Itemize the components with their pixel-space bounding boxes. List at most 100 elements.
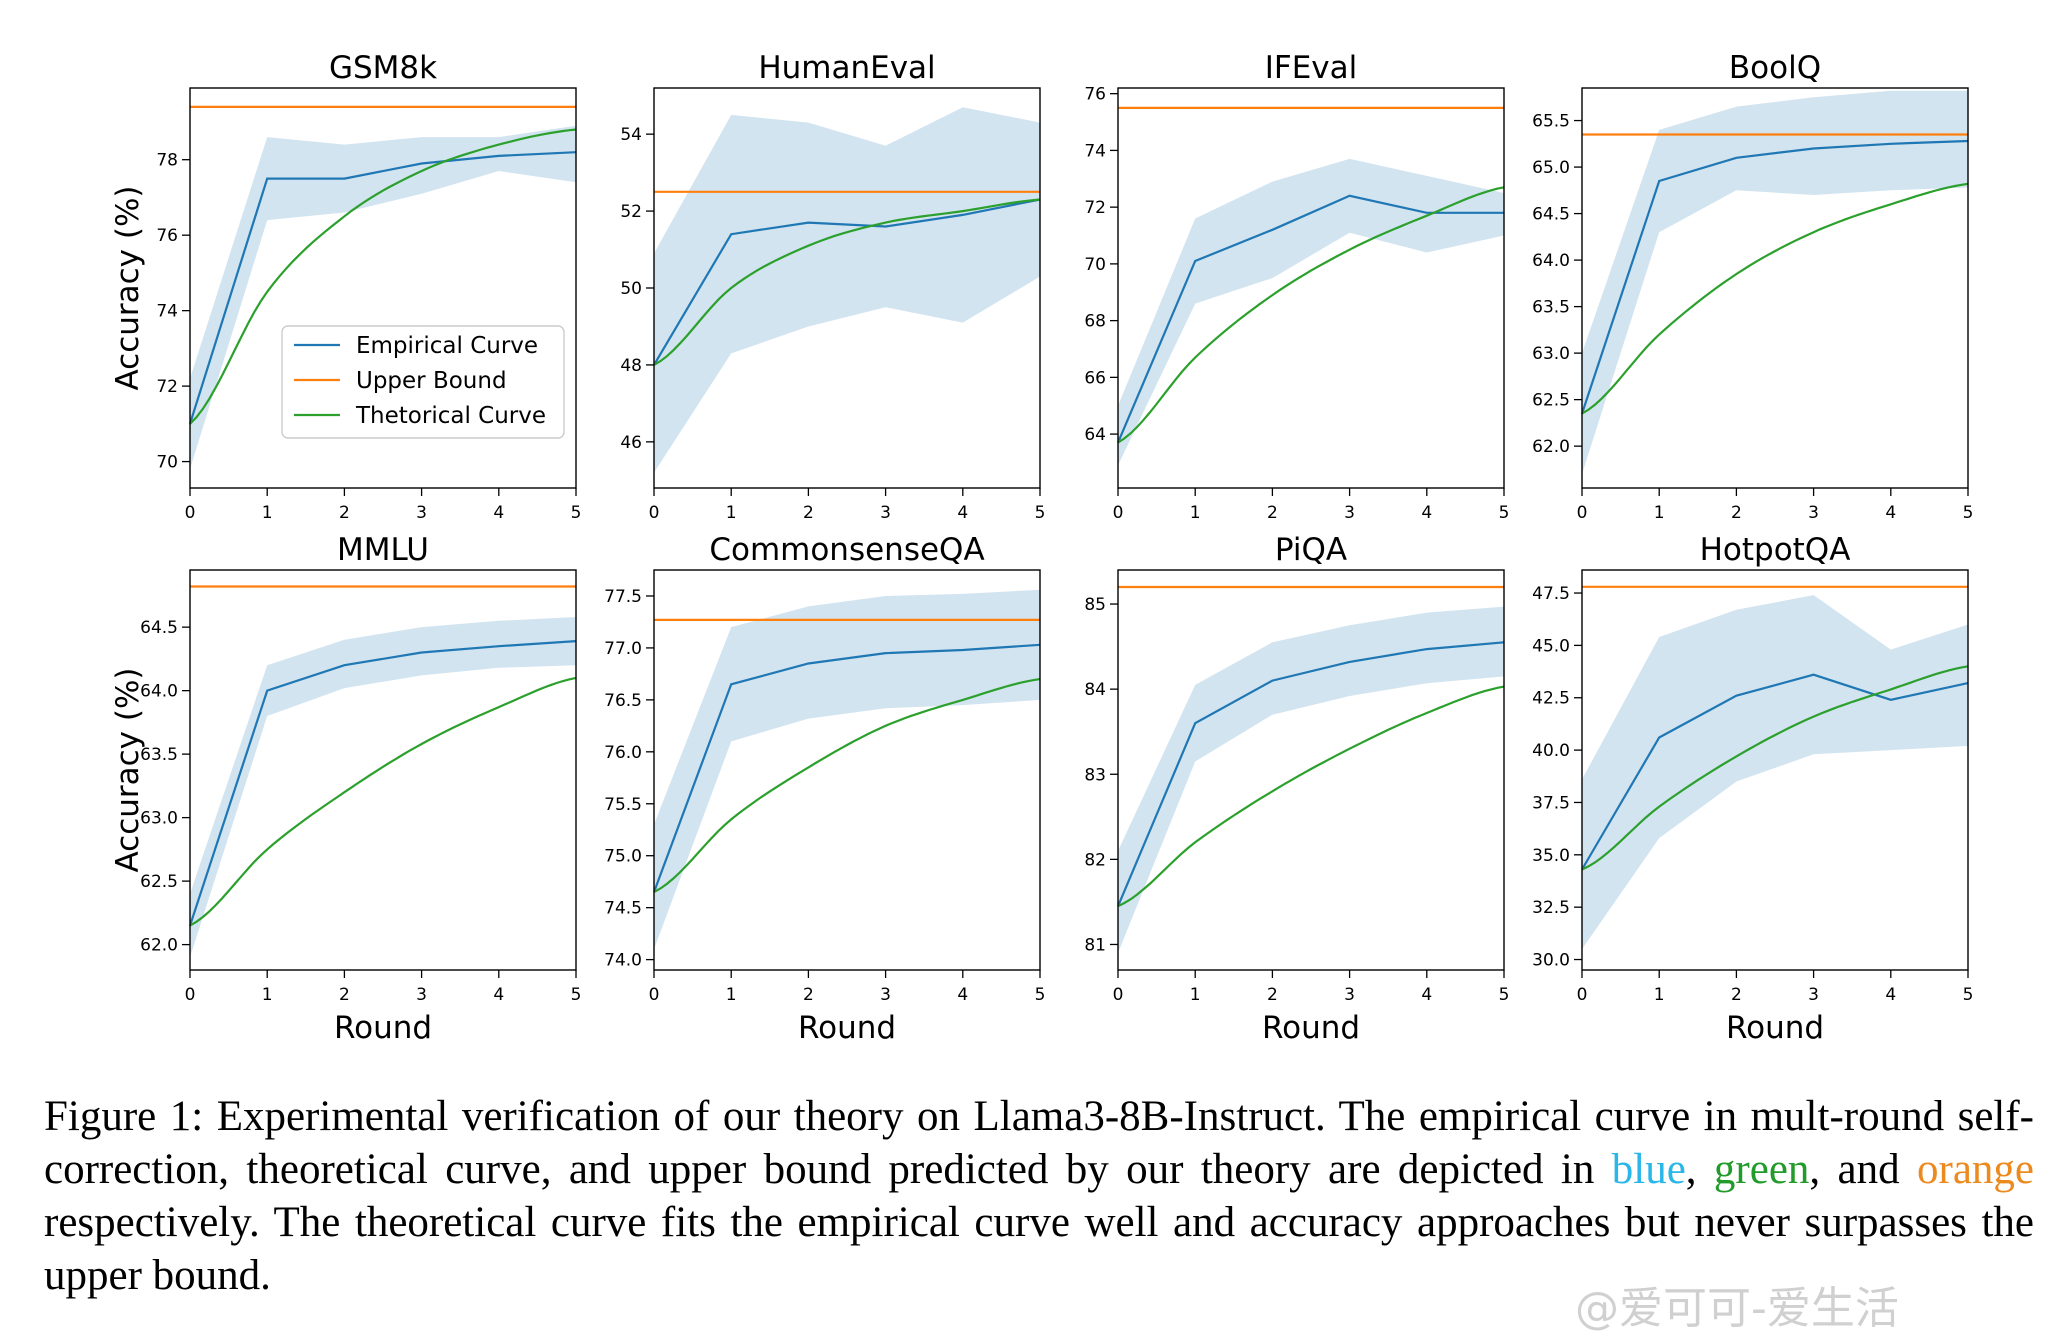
x-tick-label: 5 <box>1035 503 1046 523</box>
plot-frame <box>1581 87 1969 489</box>
x-tick-label: 1 <box>262 503 273 523</box>
x-tick-label: 3 <box>1808 985 1819 1005</box>
chart-panel-mmlu: 0 1 2 3 4 5 62.0 62.5 63.0 63.5 64.0 64.5 MMLU Round A… <box>110 532 581 1046</box>
y-tick-label: 77.0 <box>604 639 642 659</box>
y-tick-label: 81 <box>1084 935 1106 955</box>
x-tick-label: 5 <box>1499 503 1510 523</box>
empirical-curve-line <box>1116 641 1505 907</box>
y-tick-label: 76.0 <box>604 743 642 763</box>
x-tick-label: 4 <box>957 985 968 1005</box>
plot-frame <box>1117 569 1505 971</box>
theoretical-curve-line <box>653 678 1041 894</box>
theoretical-curve-line <box>1581 665 1969 871</box>
watermark-text: @爱可可-爱生活 <box>1575 1283 1899 1334</box>
theoretical-curve-line <box>653 198 1041 366</box>
theoretical-curve-line <box>1581 182 1969 415</box>
y-tick-label: 54 <box>620 125 642 145</box>
x-tick-label: 1 <box>726 503 737 523</box>
x-tick-label: 4 <box>493 503 504 523</box>
y-tick-label: 32.5 <box>1532 898 1570 918</box>
x-axis-label: Round <box>1726 1010 1824 1046</box>
y-tick-label: 47.5 <box>1532 584 1570 604</box>
y-tick-label: 84 <box>1084 680 1106 700</box>
x-tick-label: 5 <box>1499 985 1510 1005</box>
confidence-band <box>654 107 1040 473</box>
y-tick-label: 74.0 <box>604 951 642 971</box>
confidence-band <box>190 125 576 470</box>
x-tick-label: 2 <box>339 985 350 1005</box>
chart-panel-hotpotqa: 0 1 2 3 4 5 30.0 32.5 35.0 37.5 40.0 42.5 45.0 47.5 Ho… <box>1532 532 1973 1046</box>
x-tick-label: 0 <box>1577 985 1588 1005</box>
y-axis-label: Accuracy (%) <box>110 185 146 390</box>
confidence-band <box>190 617 576 958</box>
x-axis-label: Round <box>334 1010 432 1046</box>
y-tick-label: 70 <box>1084 255 1106 275</box>
plot-frame <box>189 87 577 489</box>
x-tick-label: 2 <box>803 503 814 523</box>
y-tick-label: 64.0 <box>140 682 178 702</box>
y-tick-label: 74 <box>1084 141 1106 161</box>
empirical-curve-line <box>188 151 577 425</box>
x-tick-label: 0 <box>185 985 196 1005</box>
chart-title: HumanEval <box>758 50 935 86</box>
chart-title: GSM8k <box>329 50 437 86</box>
theoretical-curve-line <box>1117 685 1505 908</box>
y-tick-label: 65.5 <box>1532 112 1570 132</box>
x-tick-label: 3 <box>1808 503 1819 523</box>
x-tick-label: 5 <box>1963 985 1974 1005</box>
y-tick-label: 72 <box>1084 198 1106 218</box>
y-tick-label: 62.5 <box>1532 391 1570 411</box>
x-tick-label: 3 <box>1344 985 1355 1005</box>
x-tick-label: 4 <box>1885 985 1896 1005</box>
x-tick-label: 5 <box>571 985 582 1005</box>
x-tick-label: 5 <box>571 503 582 523</box>
y-tick-label: 40.0 <box>1532 741 1570 761</box>
chart-title: PiQA <box>1275 532 1347 568</box>
y-tick-label: 63.0 <box>140 809 178 829</box>
caption-green-word: green <box>1713 1146 1810 1193</box>
y-tick-label: 42.5 <box>1532 689 1570 709</box>
y-tick-label: 35.0 <box>1532 846 1570 866</box>
y-tick-label: 46 <box>620 433 642 453</box>
empirical-curve-line <box>653 198 1041 366</box>
caption-tail: respectively. The theoretical curve fits… <box>44 1199 2034 1299</box>
y-tick-label: 65.0 <box>1532 158 1570 178</box>
empirical-curve-line <box>1580 139 1969 414</box>
chart-panel-ifeval: 0 1 2 3 4 5 64 66 68 70 72 74 76 IFEval <box>1084 50 1509 523</box>
caption-blue-word: blue <box>1611 1146 1686 1193</box>
y-tick-label: 68 <box>1084 312 1106 332</box>
y-tick-label: 72 <box>156 377 178 397</box>
caption-sep-2: , and <box>1809 1146 1917 1193</box>
theoretical-curve-line <box>189 676 577 927</box>
x-tick-label: 1 <box>1190 503 1201 523</box>
x-tick-label: 2 <box>1731 503 1742 523</box>
y-tick-label: 64.5 <box>140 618 178 638</box>
x-tick-label: 3 <box>416 503 427 523</box>
x-tick-label: 1 <box>1654 985 1665 1005</box>
chart-panel-commonsenseqa: 0 1 2 3 4 5 74.0 74.5 75.0 75.5 76.0 76.5 77.0 77.5 Co… <box>604 532 1045 1046</box>
y-tick-label: 30.0 <box>1532 951 1570 971</box>
y-tick-label: 74 <box>156 302 178 322</box>
y-tick-label: 45.0 <box>1532 636 1570 656</box>
x-tick-label: 3 <box>416 985 427 1005</box>
y-tick-label: 62.5 <box>140 872 178 892</box>
plot-frame <box>1117 87 1505 489</box>
y-tick-label: 64.5 <box>1532 205 1570 225</box>
chart-panel-piqa: 0 1 2 3 4 5 81 82 83 84 85 PiQA Round <box>1084 532 1509 1046</box>
y-tick-label: 64.0 <box>1532 251 1570 271</box>
y-tick-label: 63.0 <box>1532 344 1570 364</box>
plot-frame <box>1581 569 1969 971</box>
y-tick-label: 62.0 <box>140 936 178 956</box>
caption-orange-word: orange <box>1917 1146 2034 1193</box>
legend-box <box>281 325 565 439</box>
x-tick-label: 4 <box>1421 503 1432 523</box>
caption-lead: Figure 1: Experimental verification of o… <box>44 1093 2034 1193</box>
y-tick-label: 66 <box>1084 368 1106 388</box>
y-tick-label: 77.5 <box>604 587 642 607</box>
confidence-band <box>654 589 1040 950</box>
confidence-band <box>1118 158 1504 466</box>
y-tick-label: 63.5 <box>1532 298 1570 318</box>
y-tick-label: 52 <box>620 202 642 222</box>
empirical-curve-line <box>188 640 577 926</box>
